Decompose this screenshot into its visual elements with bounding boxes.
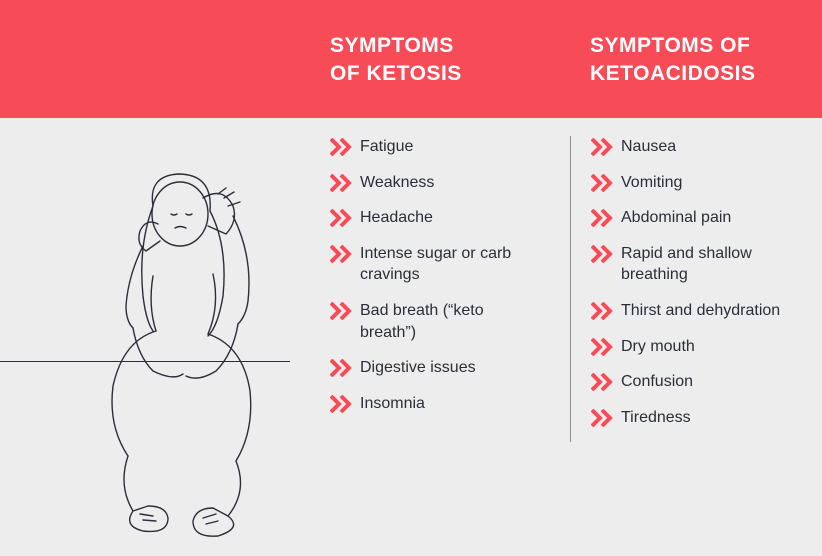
symptom-text: Insomnia	[356, 393, 425, 415]
header-title-ketosis: SYMPTOMS OF KETOSIS	[330, 32, 560, 89]
symptom-text: Digestive issues	[356, 357, 476, 379]
infographic-container: SYMPTOMS OF KETOSIS SYMPTOMS OF KETOACID…	[0, 0, 822, 546]
symptom-item: Headache	[330, 207, 550, 229]
symptom-item: Dry mouth	[591, 336, 790, 358]
ketosis-list: Fatigue Weakness Headache Intense sugar or …	[330, 136, 570, 442]
header-band: SYMPTOMS OF KETOSIS SYMPTOMS OF KETOACID…	[0, 0, 822, 118]
chevron-icon	[330, 395, 356, 413]
body-area: Fatigue Weakness Headache Intense sugar or …	[0, 118, 822, 442]
header-line: OF KETOSIS	[330, 62, 462, 85]
symptom-text: Fatigue	[356, 136, 413, 158]
header-col-ketosis: SYMPTOMS OF KETOSIS	[330, 0, 570, 118]
symptom-text: Vomiting	[617, 172, 682, 194]
symptom-item: Nausea	[591, 136, 790, 158]
symptom-text: Headache	[356, 207, 433, 229]
header-line: SYMPTOMS	[330, 34, 454, 57]
symptom-text: Nausea	[617, 136, 676, 158]
chevron-icon	[591, 138, 617, 156]
symptom-item: Thirst and dehydration	[591, 300, 790, 322]
chevron-icon	[591, 245, 617, 263]
header-title-ketoacidosis: SYMPTOMS OF KETOACIDOSIS	[590, 32, 790, 89]
symptom-text: Bad breath (“keto breath”)	[356, 300, 526, 343]
symptom-item: Intense sugar or carbcravings	[330, 243, 550, 286]
symptom-item: Bad breath (“keto breath”)	[330, 300, 550, 343]
illustration-area	[0, 136, 330, 442]
header-spacer	[0, 0, 330, 118]
symptom-item: Rapid and shallow breathing	[591, 243, 790, 286]
chevron-icon	[591, 338, 617, 356]
chevron-icon	[591, 409, 617, 427]
chevron-icon	[591, 373, 617, 391]
chevron-icon	[330, 209, 356, 227]
symptom-item: Abdominal pain	[591, 207, 790, 229]
chevron-icon	[330, 138, 356, 156]
ketoacidosis-list: Nausea Vomiting Abdominal pain Rapid and sh…	[570, 136, 810, 442]
symptom-text: Tiredness	[617, 407, 691, 429]
header-line: KETOACIDOSIS	[590, 62, 755, 85]
chevron-icon	[330, 302, 356, 320]
symptom-text: Weakness	[356, 172, 434, 194]
chevron-icon	[330, 245, 356, 263]
symptom-text: Intense sugar or carbcravings	[356, 243, 511, 286]
chevron-icon	[330, 174, 356, 192]
symptom-text: Abdominal pain	[617, 207, 731, 229]
header-line: SYMPTOMS OF	[590, 34, 750, 57]
symptom-text: Thirst and dehydration	[617, 300, 780, 322]
symptom-item: Fatigue	[330, 136, 550, 158]
header-col-ketoacidosis: SYMPTOMS OF KETOACIDOSIS	[570, 0, 800, 118]
symptom-item: Insomnia	[330, 393, 550, 415]
symptom-item: Tiredness	[591, 407, 790, 429]
symptom-item: Confusion	[591, 371, 790, 393]
floor-line	[0, 361, 290, 362]
symptom-item: Vomiting	[591, 172, 790, 194]
chevron-icon	[330, 359, 356, 377]
symptom-text: Confusion	[617, 371, 693, 393]
chevron-icon	[591, 174, 617, 192]
symptom-text: Rapid and shallow breathing	[617, 243, 787, 286]
symptom-item: Weakness	[330, 172, 550, 194]
symptom-text: Dry mouth	[617, 336, 695, 358]
chevron-icon	[591, 209, 617, 227]
symptom-item: Digestive issues	[330, 357, 550, 379]
chevron-icon	[591, 302, 617, 320]
person-illustration	[28, 156, 308, 556]
